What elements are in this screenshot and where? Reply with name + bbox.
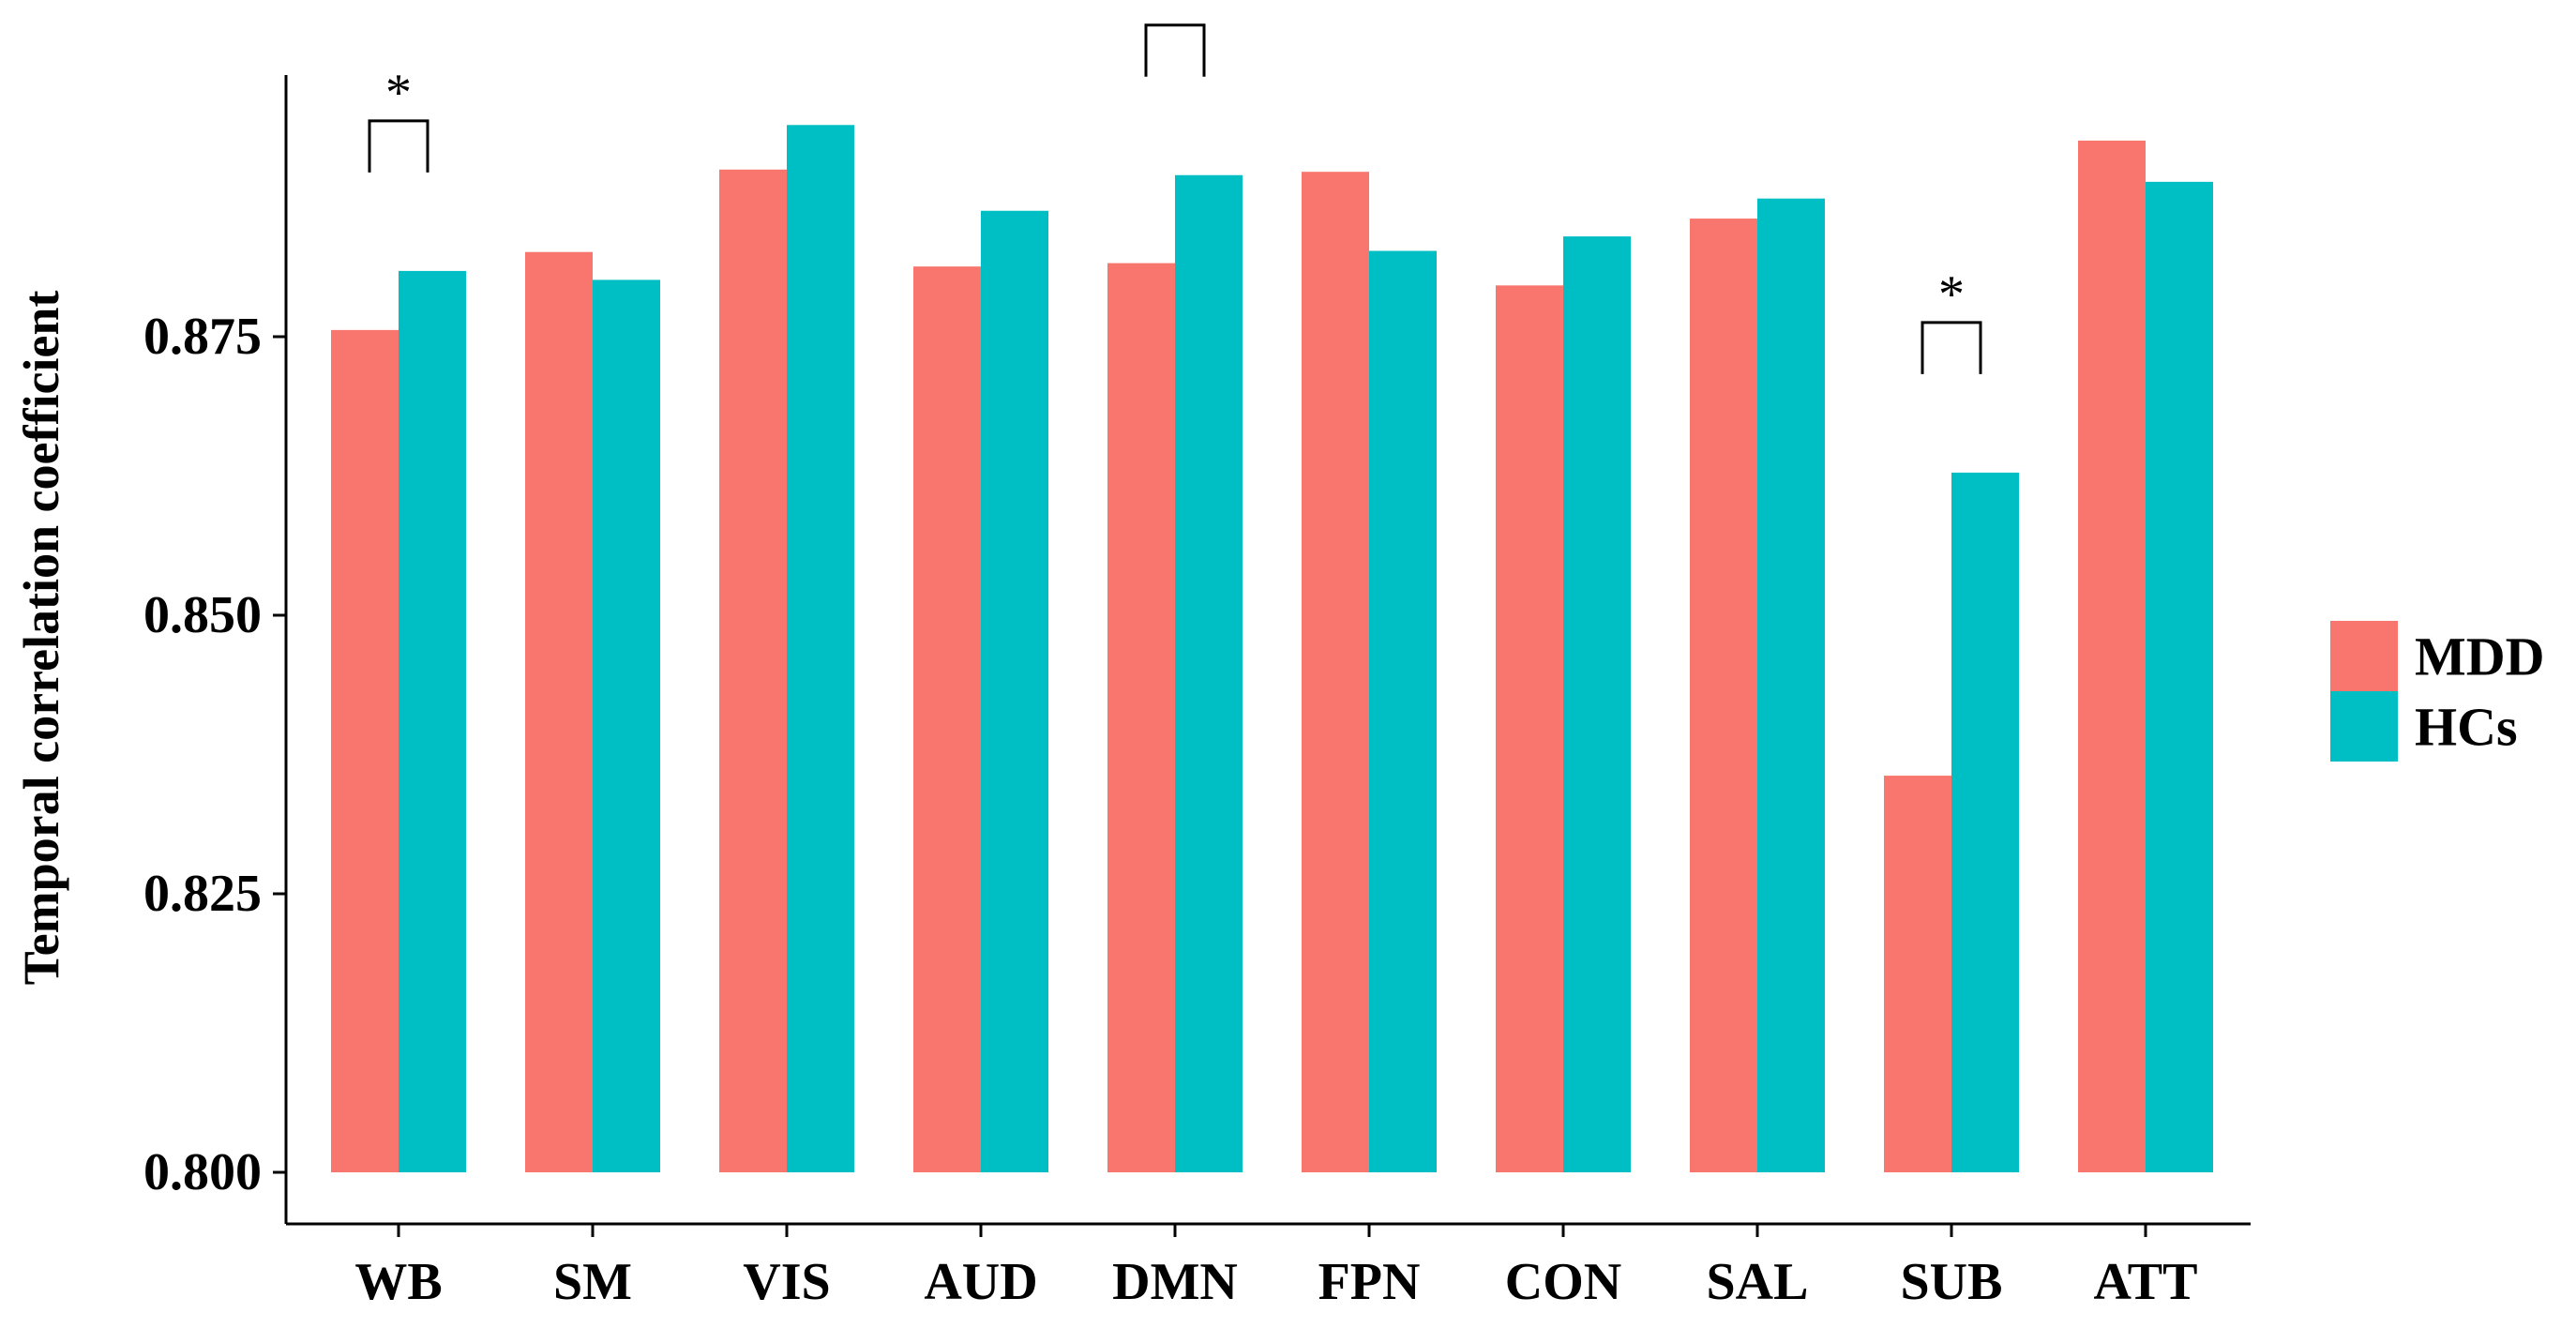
x-tick-label: DMN [1112, 1253, 1238, 1311]
bar-mdd-wb [331, 329, 399, 1172]
y-tick-label: 0.800 [143, 1143, 262, 1201]
x-tick-label: SAL [1707, 1253, 1809, 1311]
significance-star-dmn: * [1162, 0, 1188, 26]
x-tick-label: CON [1505, 1253, 1621, 1311]
bar-hcs-vis [787, 125, 854, 1172]
significance-star-wb: * [385, 64, 412, 122]
y-tick-label: 0.850 [143, 586, 262, 644]
bar-mdd-dmn [1107, 263, 1175, 1172]
bar-mdd-vis [719, 169, 787, 1172]
significance-bracket-sub [1921, 321, 1982, 374]
bar-mdd-sub [1884, 776, 1951, 1172]
significance-bracket-dmn [1144, 23, 1206, 77]
bar-mdd-aud [913, 266, 981, 1172]
bar-hcs-fpn [1369, 250, 1437, 1172]
y-tick-label: 0.825 [143, 865, 262, 923]
bar-hcs-dmn [1175, 174, 1243, 1173]
y-tick-label: 0.875 [143, 308, 262, 366]
bar-hcs-sub [1951, 472, 2019, 1172]
bar-hcs-att [2146, 181, 2213, 1172]
bar-hcs-sal [1757, 198, 1825, 1173]
x-tick-label: SM [553, 1253, 632, 1311]
significance-bracket-wb [368, 119, 429, 173]
legend-swatch-mdd [2330, 621, 2398, 691]
x-tick-label: ATT [2094, 1253, 2198, 1311]
y-axis-title: Temporal correlation coefficient [13, 291, 69, 986]
bar-mdd-att [2078, 140, 2146, 1173]
legend-swatch-hcs [2330, 691, 2398, 762]
x-tick-label: FPN [1318, 1253, 1421, 1311]
legend-label-hcs: HCs [2415, 697, 2518, 758]
x-tick-label: WB [354, 1253, 442, 1311]
legend-label-mdd: MDD [2415, 626, 2545, 687]
bar-mdd-fpn [1302, 172, 1369, 1172]
bar-hcs-wb [399, 270, 466, 1173]
bar-hcs-sm [593, 279, 660, 1172]
x-tick-label: AUD [924, 1253, 1037, 1311]
x-tick-label: SUB [1901, 1253, 2003, 1311]
bar-hcs-aud [981, 210, 1048, 1173]
bar-mdd-sal [1690, 219, 1757, 1172]
bar-mdd-sm [525, 251, 593, 1172]
bar-hcs-con [1563, 236, 1631, 1172]
significance-star-sub: * [1938, 265, 1965, 324]
x-tick-label: VIS [743, 1253, 830, 1311]
bar-mdd-con [1496, 285, 1563, 1172]
